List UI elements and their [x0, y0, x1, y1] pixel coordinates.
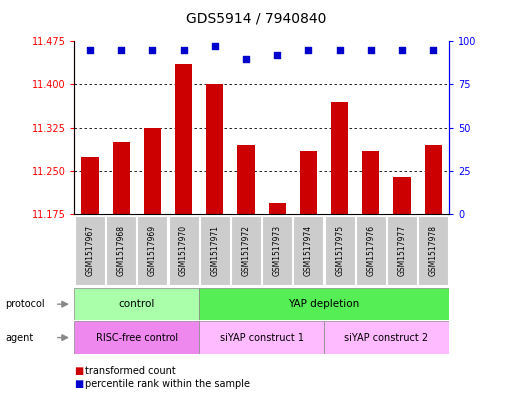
Text: GSM1517970: GSM1517970 — [179, 225, 188, 276]
Bar — [362, 151, 380, 214]
Point — [148, 47, 156, 53]
Text: GSM1517974: GSM1517974 — [304, 225, 313, 276]
Text: GDS5914 / 7940840: GDS5914 / 7940840 — [186, 12, 327, 26]
Bar — [175, 64, 192, 214]
Bar — [262, 216, 292, 285]
Point — [211, 43, 219, 50]
Point — [336, 47, 344, 53]
Bar — [325, 216, 354, 285]
Bar — [231, 216, 261, 285]
Point — [242, 55, 250, 62]
Point — [180, 47, 188, 53]
Point — [86, 47, 94, 53]
Bar — [199, 288, 449, 320]
Bar — [144, 128, 161, 214]
Text: RISC-free control: RISC-free control — [96, 332, 178, 343]
Text: GSM1517967: GSM1517967 — [86, 225, 94, 276]
Text: ■: ■ — [74, 365, 84, 376]
Bar — [106, 216, 136, 285]
Point — [367, 47, 375, 53]
Text: GSM1517977: GSM1517977 — [398, 225, 407, 276]
Bar — [324, 321, 449, 354]
Bar — [300, 151, 317, 214]
Text: GSM1517972: GSM1517972 — [242, 225, 250, 276]
Text: ■: ■ — [74, 379, 84, 389]
Bar — [393, 177, 410, 214]
Bar — [356, 216, 386, 285]
Bar — [238, 145, 254, 214]
Point — [273, 52, 281, 58]
Point — [117, 47, 125, 53]
Bar — [74, 321, 199, 354]
Text: YAP depletion: YAP depletion — [288, 299, 360, 309]
Text: transformed count: transformed count — [85, 365, 175, 376]
Bar — [199, 321, 324, 354]
Bar — [75, 216, 105, 285]
Point — [429, 47, 438, 53]
Bar — [387, 216, 417, 285]
Bar — [82, 156, 98, 214]
Text: GSM1517978: GSM1517978 — [429, 225, 438, 276]
Bar — [200, 216, 230, 285]
Bar — [74, 288, 199, 320]
Text: GSM1517976: GSM1517976 — [366, 225, 376, 276]
Bar — [331, 102, 348, 214]
Text: GSM1517969: GSM1517969 — [148, 225, 157, 276]
Text: siYAP construct 1: siYAP construct 1 — [220, 332, 304, 343]
Point — [398, 47, 406, 53]
Text: control: control — [119, 299, 155, 309]
Bar — [269, 203, 286, 214]
Bar — [137, 216, 167, 285]
Bar — [206, 84, 223, 214]
Bar — [425, 145, 442, 214]
Text: GSM1517971: GSM1517971 — [210, 225, 220, 276]
Text: siYAP construct 2: siYAP construct 2 — [344, 332, 428, 343]
Text: percentile rank within the sample: percentile rank within the sample — [85, 379, 250, 389]
Text: GSM1517975: GSM1517975 — [335, 225, 344, 276]
Text: protocol: protocol — [5, 299, 45, 309]
Text: agent: agent — [5, 332, 33, 343]
Bar — [169, 216, 199, 285]
Bar — [418, 216, 448, 285]
Bar — [293, 216, 323, 285]
Text: GSM1517973: GSM1517973 — [273, 225, 282, 276]
Point — [304, 47, 312, 53]
Bar — [113, 142, 130, 214]
Text: GSM1517968: GSM1517968 — [116, 225, 126, 276]
